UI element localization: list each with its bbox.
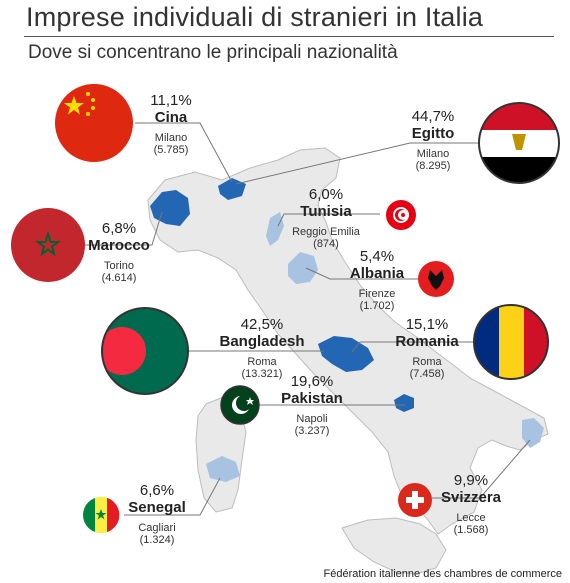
page-title: Imprese individuali di stranieri in Ital… [26,2,484,32]
label-tunisia: 6,0% Tunisia Reggio Emilia (874) [292,186,360,251]
pakistan-flag-icon [220,385,260,425]
region-cagliari [206,456,240,482]
label-albania: 5,4% Albania Firenze (1.702) [349,248,405,313]
romania-flag-icon [473,304,549,380]
bangladesh-flag-icon [101,307,189,395]
sicily [341,517,447,575]
label-senegal: 6,6% Senegal Cagliari (1.324) [128,482,186,547]
page-subtitle: Dove si concentrano le principali nazion… [28,42,398,63]
region-firenze [288,252,318,284]
label-svizzera: 9,9% Svizzera Lecce (1.568) [440,472,502,537]
egypt-flag-icon [478,102,560,184]
morocco-flag-icon [11,208,85,282]
leader-lines [85,122,531,516]
label-marocco: 6,8% Marocco Torino (4.614) [88,220,150,285]
region-napoli [394,394,414,412]
label-romania: 15,1% Romania Roma (7.458) [395,316,459,381]
title-divider [24,36,554,37]
label-egitto: 44,7% Egitto Milano (8.295) [411,108,455,173]
tunisia-flag-icon [386,200,416,230]
label-bangladesh: 42,5% Bangladesh Roma (13.321) [219,316,305,381]
switzerland-flag-icon [398,483,432,517]
albania-flag-icon [418,261,454,297]
region-lecce [522,418,544,448]
region-reggio-emilia [266,212,284,246]
senegal-flag-icon [83,496,120,534]
china-flag-icon [53,82,135,164]
label-pakistan: 19,6% Pakistan Napoli (3.237) [281,373,343,438]
source-credit: Fédération italienne des chambres de com… [323,568,562,580]
region-roma [318,336,374,372]
label-cina: 11,1% Cina Milano (5.785) [150,92,192,157]
